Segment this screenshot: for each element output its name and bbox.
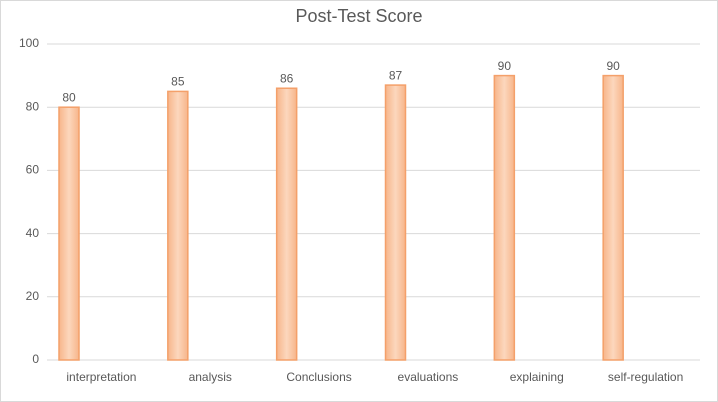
- value-label: 87: [389, 68, 403, 82]
- value-label: 90: [498, 59, 512, 73]
- x-tick-label: self-regulation: [608, 370, 683, 384]
- value-label: 90: [606, 59, 620, 73]
- bar: [602, 74, 624, 361]
- x-tick-label: Conclusions: [286, 370, 351, 384]
- value-label: 80: [62, 90, 76, 104]
- bar: [167, 90, 189, 361]
- chart-title: Post-Test Score: [295, 6, 422, 26]
- value-label: 85: [171, 75, 185, 89]
- y-tick-label: 80: [26, 99, 40, 113]
- bar: [384, 84, 407, 361]
- x-tick-label: evaluations: [398, 370, 459, 384]
- value-label: 86: [280, 71, 294, 85]
- y-tick-label: 0: [32, 352, 39, 366]
- y-tick-label: 20: [26, 289, 40, 303]
- bar: [493, 74, 516, 361]
- bar: [58, 106, 80, 361]
- x-tick-label: explaining: [510, 370, 564, 384]
- x-tick-label: interpretation: [66, 370, 136, 384]
- y-tick-label: 40: [26, 226, 40, 240]
- bar: [275, 87, 298, 361]
- x-tick-label: analysis: [189, 370, 232, 384]
- y-tick-label: 60: [26, 163, 40, 177]
- y-tick-label: 100: [19, 36, 39, 50]
